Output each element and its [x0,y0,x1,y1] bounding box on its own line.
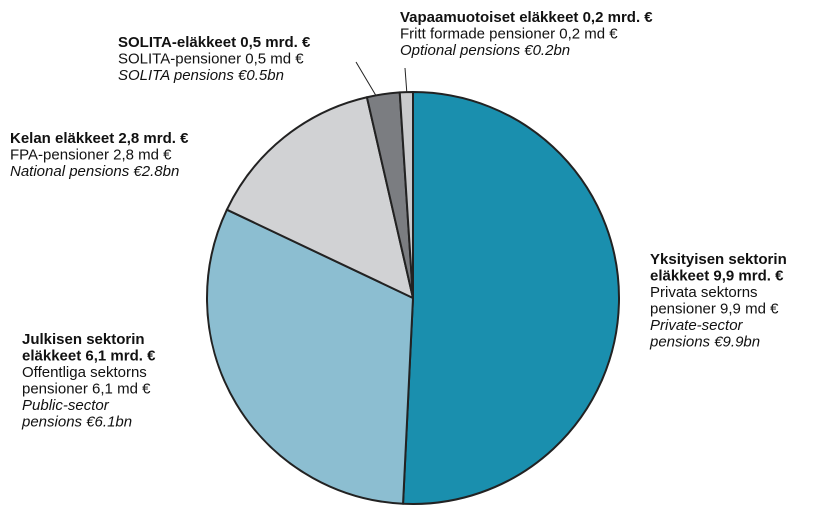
slice-label: SOLITA-pensioner 0,5 md € [118,50,304,67]
slice-label: Privata sektorns [650,284,758,301]
slice-label: SOLITA-eläkkeet 0,5 mrd. € [118,34,311,51]
slice-label: pensions €9.9bn [649,333,760,350]
pie-slice [225,96,414,299]
slice-label: Vapaamuotoiset eläkkeet 0,2 mrd. € [400,9,653,26]
slice-label: eläkkeet 9,9 mrd. € [650,267,784,284]
slice-label: Offentliga sektorns [22,364,147,381]
leader-line [404,67,408,96]
slice-label: Kelan eläkkeet 2,8 mrd. € [10,130,189,147]
slice-label: pensioner 6,1 md € [22,380,151,397]
leader-line [355,61,379,100]
slice-label: SOLITA pensions €0.5bn [118,67,284,84]
slice-label: Yksityisen sektorin [650,251,787,268]
slice-label: Optional pensions €0.2bn [400,42,570,59]
slice-label: Public-sector [22,397,110,414]
pie-slice [398,91,414,299]
slice-label: eläkkeet 6,1 mrd. € [22,347,156,364]
slice-label: Julkisen sektorin [22,331,145,348]
slice-label: Fritt formade pensioner 0,2 md € [400,25,618,42]
pie-slice [402,91,621,505]
slice-label: pensioner 9,9 md € [650,300,779,317]
pie-slice [206,208,414,505]
slice-label: FPA-pensioner 2,8 md € [10,146,172,163]
slice-label: National pensions €2.8bn [10,163,179,180]
slice-label: pensions €6.1bn [21,413,132,430]
slice-label: Private-sector [650,317,744,334]
